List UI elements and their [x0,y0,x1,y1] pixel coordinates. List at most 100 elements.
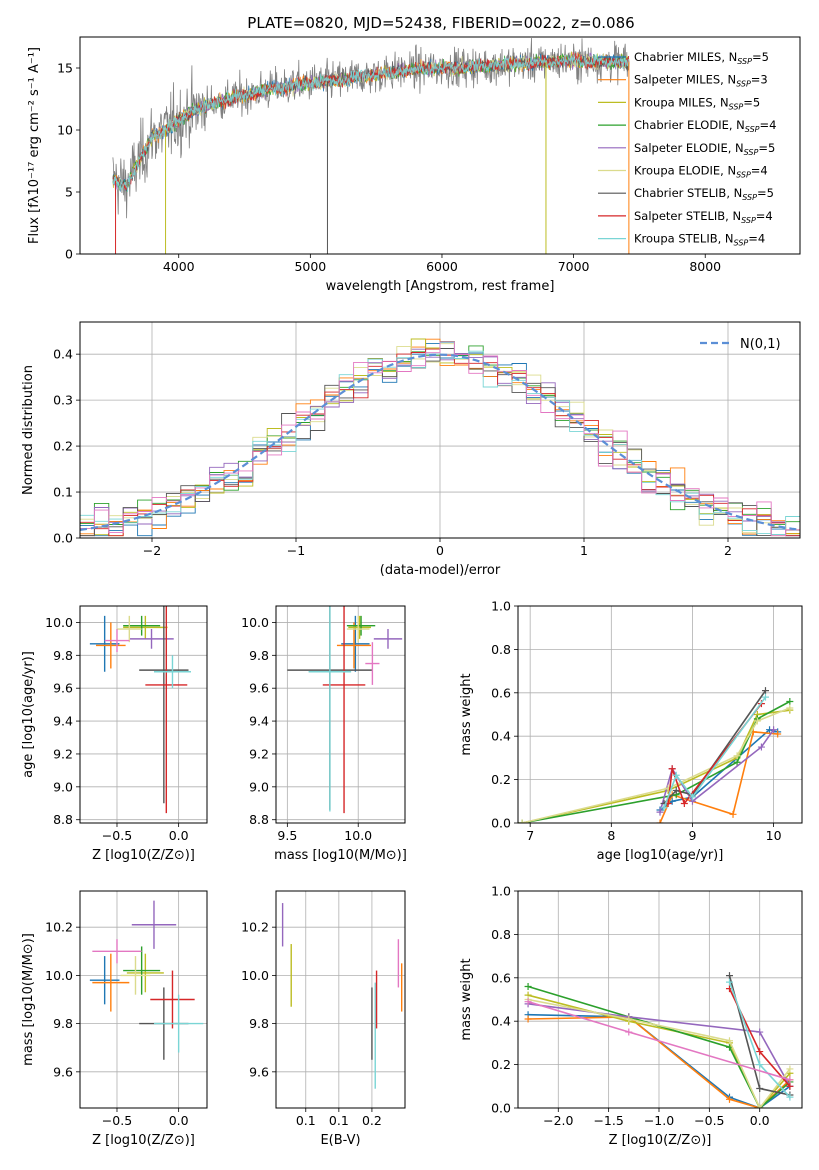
weight-marker [524,998,532,1006]
mass_vs_ebv-ytick-label: 10.0 [241,968,269,983]
mass_vs_z-xlabel: Z [log10(Z/Z⊙)] [92,1133,195,1148]
weight-marker [660,804,668,812]
age_vs_mass-plot [287,606,403,814]
weight_vs_z-ytick-label: 0.0 [491,1101,511,1116]
weight_vs_age-ytick-label: 0.6 [491,685,511,700]
weight_vs_age-ytick-label: 0.2 [491,772,511,787]
residuals-ytick-label: 0.4 [53,347,73,362]
weight-marker [770,726,778,734]
residuals-ytick-label: 0.3 [53,393,73,408]
weight-marker [786,1076,794,1084]
spectrum-axes: 4000 5000 6000 7000 8000 0 5 10 15 wavelength [An… [27,36,801,294]
weight_vs_age-xtick-label: 10 [766,828,782,843]
weight-marker [656,808,664,816]
axes-frame [275,890,406,1109]
weight_vs_age-ytick-label: 0.0 [491,816,511,831]
weight-line [521,707,791,823]
axes-frame [517,605,803,824]
weight-marker [753,717,761,725]
weight_vs_z-xlabel: Z [log10(Z/Z⊙)] [609,1133,712,1148]
mass_vs_z-ytick-label: 10.2 [45,920,73,935]
weight-marker [756,1104,764,1108]
weight-marker [786,697,794,705]
weight_vs_z-ytick-label: 1.0 [491,884,511,899]
weight-marker [756,1048,764,1056]
weight_vs_age-axes: 7 8 9 10 0.0 0.2 0.4 0.6 0.8 1.0 age [log10(age/yr… [459,599,803,863]
residuals-plot [80,338,800,537]
age_vs_z-ytick-label: 9.2 [53,746,73,761]
spectrum-xtick-label: 7000 [558,259,590,274]
weight-marker [725,978,733,986]
legend-label: Salpeter STELIB, NSSP=4 [634,209,773,225]
figure-title: PLATE=0820, MJD=52438, FIBERID=0022, z=0… [247,14,634,32]
weight-marker [729,810,737,818]
weight_vs_z-plot [524,972,794,1108]
weight-marker [524,1015,532,1023]
weight_vs_z-ylabel: mass weight [459,958,474,1040]
weight_vs_z-xtick-label: −1.0 [644,1113,674,1128]
legend-label: Salpeter MILES, NSSP=3 [634,73,768,89]
weight-marker [786,704,794,712]
weight_vs_age-ylabel: mass weight [459,673,474,755]
legend-label: Kroupa ELODIE, NSSP=4 [634,164,768,180]
weight-marker [774,730,782,738]
legend-label: Chabrier MILES, NSSP=5 [634,50,769,66]
weight-marker [672,771,680,779]
age_vs_mass-ytick-label: 9.0 [249,779,269,794]
residuals-ytick-label: 0.2 [53,439,73,454]
spectrum-model-line [112,54,629,192]
weight_vs_z-ytick-label: 0.4 [491,1014,511,1029]
age_vs_mass-ytick-label: 9.6 [249,681,269,696]
weight-marker [733,752,741,760]
spectrum-xtick-label: 6000 [426,259,458,274]
weight_vs_z-xtick-label: 0.0 [750,1113,770,1128]
normal-curve [80,353,800,531]
mass_vs_z-xtick-label: −0.5 [102,1113,132,1128]
weight-marker [756,1028,764,1036]
mass_vs_z-ylabel: mass [log10(M/M⊙)] [21,933,36,1066]
spectrum-xtick-label: 8000 [689,259,721,274]
mass_vs_ebv-ytick-label: 9.8 [249,1016,269,1031]
weight-marker [524,982,532,990]
age_vs_mass-ytick-label: 8.8 [249,812,269,827]
weight-line [527,1003,791,1087]
age_vs_z-ytick-label: 9.8 [53,648,73,663]
weight-marker [761,693,769,701]
residuals-ylabel: Normed distribution [21,365,36,495]
mass_vs_ebv-xtick-label: 0.1 [296,1113,316,1128]
weight-marker [625,1015,633,1023]
mass_vs_z-ytick-label: 9.6 [53,1064,73,1079]
age_vs_mass-ytick-label: 9.8 [249,648,269,663]
spectrum-ytick-label: 0 [65,247,73,262]
weight-marker [756,1084,764,1092]
age_vs_mass-axes: 9.5 10.0 8.8 9.0 9.2 9.4 9.6 9.8 10.0 mass [log10… [241,605,407,863]
weight-marker [518,819,526,823]
spectrum-ytick-label: 5 [65,185,73,200]
weight-marker [733,758,741,766]
spectrum-model-line [112,52,630,191]
age_vs_z-ytick-label: 9.6 [53,681,73,696]
residuals-ytick-label: 0.0 [53,531,73,546]
age_vs_z-xtick-label: 0.0 [169,828,189,843]
weight-marker [688,793,696,801]
weight_vs_z-xtick-label: −2.0 [543,1113,573,1128]
weight_vs_age-xtick-label: 8 [607,828,615,843]
mass_vs_z-ytick-label: 10.0 [45,968,73,983]
age_vs_mass-xtick-label: 10.0 [344,828,372,843]
weight_vs_age-xtick-label: 9 [688,828,696,843]
residuals-xtick-label: −1 [287,543,305,558]
weight_vs_age-xlabel: age [log10(age/yr)] [597,848,724,863]
mass_vs_z-ytick-label: 9.8 [53,1016,73,1031]
weight-marker [786,1093,794,1101]
weight-line [659,728,778,811]
weight_vs_age-ytick-label: 1.0 [491,599,511,614]
spectrum-ytick-label: 15 [57,61,73,76]
weight_vs_age-xtick-label: 7 [526,828,534,843]
spectrum-ylabel: Flux [fλ10⁻¹⁷ erg cm⁻² s⁻¹ A⁻¹] [27,47,42,244]
mass_vs_z-axes: −0.5 0.0 9.6 9.8 10.0 10.2 Z [log10(Z/Z⊙)] mass… [21,890,208,1148]
age_vs_z-ytick-label: 9.0 [53,779,73,794]
spectrum-xtick-label: 4000 [163,259,195,274]
age_vs_z-ylabel: age [log10(age/yr)] [21,651,36,778]
axes-frame [79,321,801,539]
